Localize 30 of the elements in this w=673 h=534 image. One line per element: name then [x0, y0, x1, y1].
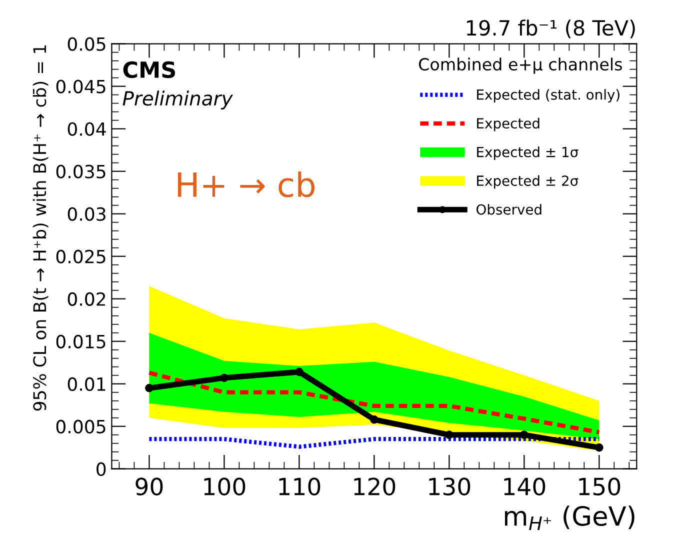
annotation: H+ → cb — [178, 171, 314, 198]
legend-label: Expected ± 2σ — [477, 175, 578, 189]
x-tick-label: 90 — [136, 478, 163, 496]
annotation: CMS — [123, 61, 176, 78]
x-tick-label: 110 — [279, 478, 320, 496]
x-tick-label: 150 — [579, 478, 620, 496]
y-tick-label: 0.025 — [56, 250, 106, 264]
y-tick-label: 0 — [96, 462, 106, 476]
legend-label: Expected (stat. only) — [477, 89, 620, 103]
legend-label: Observed — [476, 204, 542, 215]
y-tick-label: 0.035 — [56, 164, 106, 178]
y-tick-label: 0.04 — [68, 122, 106, 136]
legend-label: Expected — [477, 118, 540, 132]
y-tick-label: 0.02 — [68, 292, 106, 306]
y-tick-label: 0.015 — [56, 334, 106, 348]
x-tick-label: 100 — [204, 478, 246, 496]
y-tick-label: 0.045 — [56, 80, 106, 94]
y-tick-label: 0.05 — [68, 37, 106, 51]
chart-title: 19.7 fb⁻¹ (8 TeV) — [467, 20, 635, 38]
y-tick-label: 0.01 — [68, 377, 106, 391]
annotation: Preliminary — [122, 90, 234, 110]
x-axis-title: m$_{H⁺}$ (GeV) — [505, 506, 634, 530]
x-tick-label: 120 — [354, 478, 396, 496]
x-tick-label: 140 — [504, 478, 546, 496]
legend-label: Expected ± 1σ — [477, 146, 578, 160]
x-tick-label: 130 — [429, 478, 470, 496]
y-axis-title: 95% CL on B(t → H⁺b) with B(H⁺ → cb̄) = 1 — [32, 45, 48, 411]
y-tick-label: 0.005 — [56, 420, 106, 434]
legend-title: Combined e+μ channels — [418, 58, 622, 74]
y-tick-label: 0.03 — [68, 207, 106, 221]
